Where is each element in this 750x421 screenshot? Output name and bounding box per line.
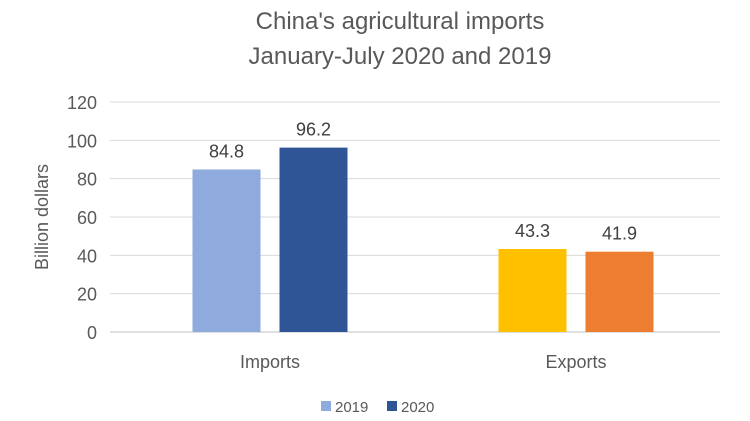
legend-label: 2019 xyxy=(335,399,368,416)
x-tick-label: Exports xyxy=(545,352,606,372)
bar-imports-2020 xyxy=(279,147,348,332)
data-label: 84.8 xyxy=(209,141,244,161)
y-tick-label: 80 xyxy=(77,170,97,190)
y-tick-label: 40 xyxy=(77,246,97,266)
data-label: 41.9 xyxy=(602,224,637,244)
bar-exports-2019 xyxy=(498,249,567,332)
x-tick-label: Imports xyxy=(240,352,300,372)
y-tick-label: 120 xyxy=(67,93,97,113)
legend-swatch-2020 xyxy=(387,401,397,411)
y-tick-label: 20 xyxy=(77,285,97,305)
chart-title-line-1: China's agricultural imports xyxy=(256,8,545,35)
bar-imports-2019 xyxy=(192,169,261,332)
legend-swatch-2019 xyxy=(321,401,331,411)
y-tick-label: 60 xyxy=(77,208,97,228)
y-axis-label: Billion dollars xyxy=(32,164,52,270)
y-tick-label: 0 xyxy=(87,323,97,343)
bar-exports-2020 xyxy=(585,251,654,332)
legend-label: 2020 xyxy=(401,399,434,416)
data-label: 43.3 xyxy=(515,221,550,241)
data-label: 96.2 xyxy=(296,120,331,140)
y-tick-label: 100 xyxy=(67,131,97,151)
chart-title-line-2: January-July 2020 and 2019 xyxy=(249,43,552,70)
